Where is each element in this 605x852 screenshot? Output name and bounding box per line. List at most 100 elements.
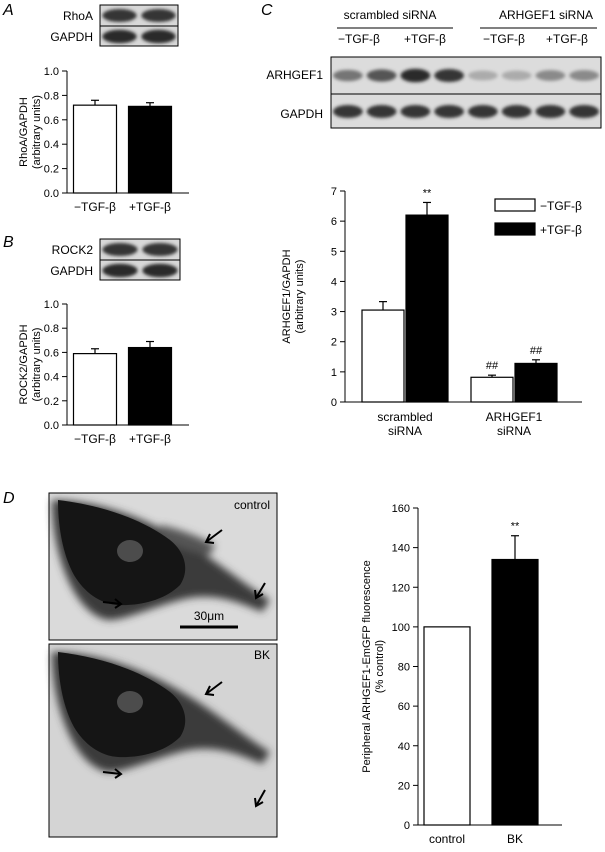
significance-label: **	[511, 521, 520, 533]
blot-band	[434, 104, 464, 119]
blot-c-band-label-1: ARHGEF1	[266, 68, 323, 82]
blot-band	[102, 8, 137, 23]
bar	[514, 362, 558, 403]
blot-c-condition-4: +TGF-β	[546, 32, 588, 46]
significance-label: ##	[530, 345, 543, 357]
legend-swatch	[494, 222, 536, 236]
panel-letter-d: D	[3, 490, 15, 507]
y-tick-label: 5	[331, 246, 337, 258]
y-tick-label: 0.0	[44, 188, 59, 200]
blot-b: ROCK2 GAPDH	[50, 238, 181, 281]
y-tick-label: 0.4	[44, 372, 59, 384]
legend-label: −TGF-β	[540, 199, 582, 213]
y-tick-label: 100	[392, 622, 410, 634]
arrow-icon	[254, 789, 266, 808]
y-tick-label: 3	[331, 307, 337, 319]
y-tick-label: 20	[398, 780, 410, 792]
arrow-icon	[102, 598, 123, 609]
y-tick-label: 160	[392, 503, 410, 515]
blot-band	[569, 104, 599, 119]
blot-band	[468, 104, 498, 119]
significance-label: ##	[486, 360, 499, 372]
blot-c-group-label-2: ARHGEF1 siRNA	[499, 8, 593, 22]
x-tick-label: +TGF-β	[129, 432, 171, 446]
y-tick-label: 140	[392, 543, 410, 555]
x-tick-label: −TGF-β	[74, 432, 116, 446]
y-tick-label: 0.8	[44, 323, 59, 335]
x-tick-label: ARHGEF1 siRNA	[486, 410, 543, 438]
legend-label: +TGF-β	[540, 223, 582, 237]
y-tick-label: 1	[331, 367, 337, 379]
bar	[72, 353, 118, 426]
blot-band	[333, 104, 363, 119]
blot-band	[400, 104, 431, 119]
bar	[127, 346, 173, 426]
blot-band	[400, 68, 431, 83]
significance-label: **	[423, 187, 432, 199]
chart-a: 0.0 0.2 0.4 0.6 0.8 1.0 RhoA/GAPDH(arbitrary u…	[18, 66, 189, 214]
blot-b-band-label-2: GAPDH	[50, 264, 93, 278]
chart-d: 0 20 40 60 80 100 120 140 160 Peripheral ARHGEF1-…	[361, 503, 562, 846]
y-tick-label: 0.4	[44, 139, 59, 151]
blot-band	[102, 29, 137, 44]
arrow-icon	[102, 768, 123, 779]
y-tick-label: 0.0	[44, 420, 59, 432]
arrow-icon	[254, 582, 266, 600]
panel-letter-a: A	[2, 2, 14, 19]
blot-band	[142, 242, 178, 257]
blot-band	[102, 263, 138, 278]
chart-c: 0 1 2 3 4 5 6 7 ARHGEF1/GAPDH(arbitrary units) **…	[281, 186, 582, 438]
x-tick-label: BK	[507, 832, 523, 846]
micrograph-top-label: control	[234, 498, 270, 512]
y-tick-label: 0.2	[44, 396, 59, 408]
y-tick-label: 0.6	[44, 347, 59, 359]
chart-b: 0.0 0.2 0.4 0.6 0.8 1.0 ROCK2/GAPDH(arbitrary …	[18, 299, 189, 446]
scale-bar-label: 30μm	[194, 609, 224, 623]
y-tick-label: 7	[331, 186, 337, 198]
y-tick-label: 1.0	[44, 66, 59, 78]
blot-band	[569, 70, 599, 81]
x-tick-label: +TGF-β	[129, 200, 171, 214]
blot-c-band-label-2: GAPDH	[280, 107, 323, 121]
bar	[361, 309, 405, 403]
y-tick-label: 60	[398, 701, 410, 713]
legend-swatch	[494, 198, 536, 212]
y-tick-label: 0.2	[44, 164, 59, 176]
y-tick-label: 0	[331, 397, 337, 409]
blot-band	[366, 104, 397, 119]
blot-c-condition-2: +TGF-β	[404, 32, 446, 46]
y-axis-title: RhoA/GAPDH(arbitrary units)	[18, 95, 43, 169]
arrow-icon	[204, 681, 223, 696]
blot-band	[501, 70, 532, 81]
blot-band	[535, 70, 566, 81]
micrograph-control: control 30μm	[48, 492, 278, 641]
bar	[127, 105, 173, 194]
y-tick-label: 1.0	[44, 299, 59, 311]
blot-band	[102, 242, 138, 257]
bar	[72, 104, 118, 194]
blot-band	[468, 70, 498, 81]
blot-c-condition-3: −TGF-β	[483, 32, 525, 46]
y-axis-title: Peripheral ARHGEF1-EmGFP fluorescence(% …	[361, 560, 386, 773]
blot-band	[535, 104, 566, 119]
panel-letter-c: C	[261, 2, 273, 19]
blot-a-band-label-1: RhoA	[63, 9, 93, 23]
blot-band	[141, 29, 176, 44]
blot-band	[501, 104, 532, 119]
blot-band	[142, 263, 178, 278]
y-tick-label: 6	[331, 216, 337, 228]
panel-letter-b: B	[3, 234, 14, 251]
blot-c-group-label-1: scrambled siRNA	[344, 8, 437, 22]
y-axis-title: ROCK2/GAPDH(arbitrary units)	[18, 324, 43, 404]
blot-c: scrambled siRNA ARHGEF1 siRNA −TGF-β +TG…	[266, 8, 602, 129]
arrow-icon	[204, 529, 223, 544]
y-tick-label: 4	[331, 276, 337, 288]
y-tick-label: 0.6	[44, 115, 59, 127]
x-tick-label: control	[429, 832, 465, 846]
bar	[470, 376, 514, 403]
y-tick-label: 80	[398, 662, 410, 674]
micrograph-bottom-label: BK	[254, 648, 270, 662]
x-tick-label: −TGF-β	[74, 200, 116, 214]
blot-band	[366, 69, 397, 82]
